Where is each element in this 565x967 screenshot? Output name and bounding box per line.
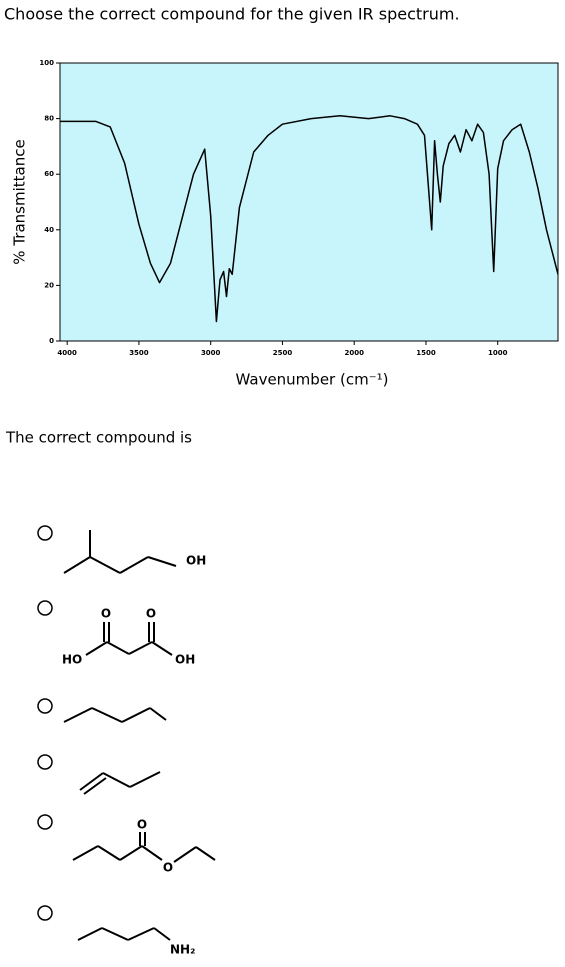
question: Choose the correct compound for the give… (4, 5, 460, 24)
atom-label: O (163, 861, 173, 875)
molecule (63, 530, 177, 574)
molecule (72, 832, 216, 863)
x-axis-label: Wavenumber (cm⁻¹) (236, 371, 389, 389)
radio[interactable] (37, 905, 53, 921)
x-tick-label: 4000 (57, 349, 77, 357)
y-tick-label: 0 (49, 337, 54, 345)
atom-label: O (137, 818, 147, 832)
radio[interactable] (37, 525, 53, 541)
spectrum-line (60, 115, 559, 323)
plot-area (59, 62, 559, 342)
x-tick-label: 2000 (344, 349, 364, 357)
molecule (77, 927, 171, 941)
atom-label: OH (175, 653, 195, 667)
x-tick-label: 3000 (201, 349, 221, 357)
y-axis-label: % Transmittance (11, 139, 29, 264)
radio[interactable] (37, 600, 53, 616)
prompt: The correct compound is (5, 429, 192, 447)
y-tick-label: 60 (44, 170, 54, 178)
x-tick-label: 1000 (488, 349, 508, 357)
atom-label: OH (186, 554, 206, 568)
molecule (79, 771, 161, 795)
y-tick-label: 80 (44, 115, 54, 123)
x-tick-label: 3500 (129, 349, 149, 357)
x-tick-label: 1500 (416, 349, 436, 357)
atom-label: NH₂ (170, 943, 195, 957)
atom-label: O (101, 607, 111, 621)
y-tick-label: 40 (44, 226, 54, 234)
y-tick-label: 20 (44, 281, 54, 289)
radio[interactable] (37, 754, 53, 770)
radio[interactable] (37, 698, 53, 714)
radio[interactable] (37, 814, 53, 830)
atom-label: HO (62, 653, 82, 667)
atom-label: O (146, 607, 156, 621)
ir-spectrum: 0 20 40 60 80 100 4000 3500 3000 2500 2000 1500 1000 (39, 59, 559, 357)
x-tick-label: 2500 (273, 349, 293, 357)
molecules: OH O O HO OH O O NH₂ (37, 525, 216, 957)
molecule (85, 622, 173, 656)
y-tick-label: 100 (39, 59, 54, 67)
molecule (63, 707, 167, 723)
